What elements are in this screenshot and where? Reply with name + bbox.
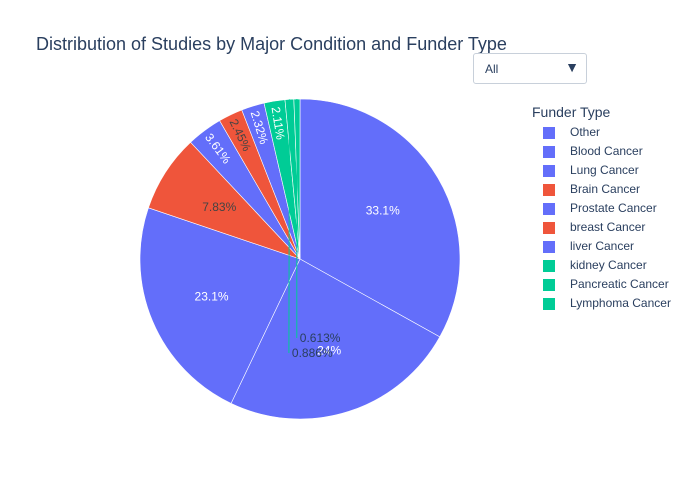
pie-slice-blood-cancer[interactable]: [230, 258, 441, 420]
legend-label: Pancreatic Cancer: [570, 277, 669, 291]
chart-title: Distribution of Studies by Major Conditi…: [36, 34, 507, 54]
legend-label: Prostate Cancer: [570, 201, 657, 215]
legend-label: breast Cancer: [570, 220, 646, 234]
pie-slice-other[interactable]: [299, 98, 461, 338]
legend-label: liver Cancer: [570, 239, 635, 253]
slice-leader-line-pancreatic-cancer: [288, 99, 290, 354]
dropdown-selected-value: All: [485, 62, 499, 76]
legend-item-blood-cancer[interactable]: Blood Cancer: [543, 143, 693, 162]
legend-swatch: [543, 146, 555, 158]
legend-label: Blood Cancer: [570, 144, 643, 158]
legend-item-breast-cancer[interactable]: breast Cancer: [543, 219, 693, 238]
slice-label-lymphoma-cancer: 0.613%: [300, 331, 341, 345]
legend-item-lung-cancer[interactable]: Lung Cancer: [543, 162, 693, 181]
legend-label: Lung Cancer: [570, 163, 639, 177]
slice-label-blood-cancer: 24%: [317, 343, 341, 357]
legend-swatch: [543, 203, 555, 215]
filter-dropdown[interactable]: All ▼: [473, 53, 587, 84]
pie-slice-lung-cancer[interactable]: [139, 207, 301, 404]
slice-label-other: 33.1%: [366, 203, 400, 217]
legend-swatch: [543, 241, 555, 253]
legend-swatch: [543, 279, 555, 291]
legend-item-liver-cancer[interactable]: liver Cancer: [543, 238, 693, 257]
legend-label: Other: [570, 125, 601, 139]
legend-swatch: [543, 165, 555, 177]
legend-swatch: [543, 184, 555, 196]
legend-label: Brain Cancer: [570, 182, 641, 196]
slice-label-brain-cancer: 7.83%: [202, 200, 236, 214]
legend-item-pancreatic-cancer[interactable]: Pancreatic Cancer: [543, 276, 693, 295]
legend-item-brain-cancer[interactable]: Brain Cancer: [543, 181, 693, 200]
legend-swatch: [543, 260, 555, 272]
slice-label-lung-cancer: 23.1%: [195, 289, 229, 303]
legend-title: Funder Type: [532, 104, 611, 120]
legend-swatch: [543, 127, 555, 139]
legend-swatch: [543, 298, 555, 310]
legend-item-prostate-cancer[interactable]: Prostate Cancer: [543, 200, 693, 219]
legend: Other Blood Cancer Lung Cancer Brain Cancer…: [543, 124, 693, 314]
legend-item-lymphoma-cancer[interactable]: Lymphoma Cancer: [543, 295, 693, 314]
legend-label: Lymphoma Cancer: [570, 296, 671, 310]
legend-swatch: [543, 222, 555, 234]
legend-item-kidney-cancer[interactable]: kidney Cancer: [543, 257, 693, 276]
legend-label: kidney Cancer: [570, 258, 647, 272]
legend-item-other[interactable]: Other: [543, 124, 693, 143]
chevron-down-icon: ▼: [565, 59, 579, 75]
slice-label-pancreatic-cancer: 0.886%: [292, 346, 333, 360]
slice-label-kidney-cancer: 2.11%: [268, 106, 287, 141]
